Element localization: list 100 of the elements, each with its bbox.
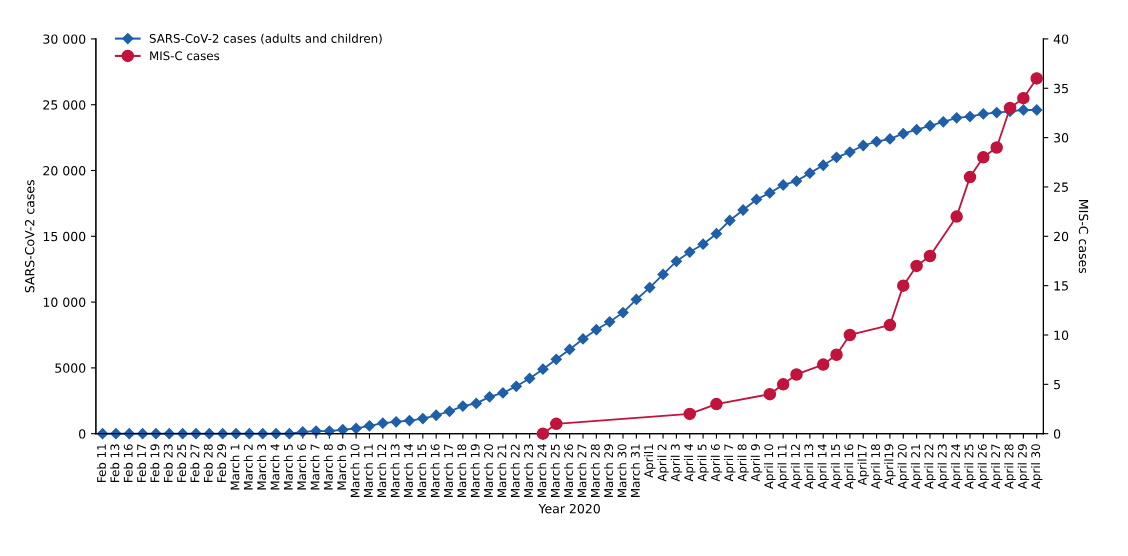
y-tick-label: 25 000 — [43, 100, 86, 110]
y-tick-label: 5000 — [55, 363, 86, 373]
x-tick-label: March 4 — [270, 444, 280, 490]
x-tick-label: Feb 13 — [110, 444, 120, 482]
point — [1030, 72, 1043, 85]
x-tick-label: April 6 — [710, 444, 723, 482]
x-tick-label: March 19 — [470, 444, 480, 497]
x-tick-label: March 21 — [497, 444, 507, 497]
x-tick-label: April19 — [884, 444, 896, 486]
legend-label: SARS-CoV-2 cases (adults and children) — [149, 33, 382, 45]
x-tick-label: April 21 — [910, 444, 923, 490]
x-tick-label: April 30 — [1031, 444, 1043, 490]
point — [790, 368, 803, 381]
x-tick-label: April 9 — [750, 444, 763, 482]
x-tick-label: April 2 — [657, 444, 669, 482]
point — [883, 318, 897, 332]
x-tick-label: April 14 — [817, 444, 829, 490]
x-tick-label: Feb 17 — [136, 444, 147, 482]
point — [1003, 101, 1017, 115]
y-tick-label: 15 000 — [43, 231, 86, 242]
x-tick-label: March 3 — [256, 444, 267, 490]
x-tick-label: Feb 23 — [163, 444, 173, 482]
point — [683, 407, 696, 421]
x-tick-label: April 5 — [697, 444, 709, 482]
x-tick-label: March 17 — [443, 444, 453, 497]
x-axis-title: Year 2020 — [538, 503, 600, 514]
x-tick-label: April 7 — [724, 444, 736, 482]
point — [816, 358, 830, 371]
point — [536, 427, 550, 440]
x-tick-label: Feb 27 — [190, 444, 200, 482]
x-tick-label: April 27 — [990, 444, 1003, 490]
x-tick-label: April 23 — [937, 444, 950, 490]
x-tick-label: March 6 — [297, 444, 307, 490]
y2-tick-label: 5 — [1054, 379, 1060, 390]
x-tick-label: March 26 — [563, 444, 574, 497]
x-tick-label: April 22 — [924, 444, 936, 490]
x-tick-label: March 27 — [577, 444, 587, 497]
point — [710, 397, 723, 411]
x-tick-label: April 3 — [670, 444, 683, 482]
x-tick-label: April 15 — [830, 444, 843, 490]
x-tick-label: March 9 — [337, 444, 347, 490]
x-tick-label: April 8 — [737, 444, 749, 482]
x-tick-label: March 28 — [590, 444, 600, 497]
x-tick-label: March 22 — [510, 444, 520, 497]
x-tick-label: Feb 25 — [176, 444, 187, 482]
x-tick-label: March 15 — [417, 444, 427, 497]
x-tick-label: April1 — [644, 444, 656, 478]
x-tick-label: March 20 — [483, 444, 493, 497]
x-tick-label: Feb 11 — [96, 444, 106, 482]
y2-axis-title: MIS-C cases — [1078, 200, 1089, 274]
point — [950, 210, 963, 223]
x-tick-label: April 20 — [897, 444, 909, 490]
x-tick-label: March 13 — [390, 444, 400, 497]
x-tick-label: March 23 — [523, 444, 534, 497]
x-tick-label: April17 — [857, 444, 869, 486]
x-tick-label: April 28 — [1004, 444, 1016, 490]
point — [843, 328, 857, 342]
x-tick-label: March 24 — [537, 444, 547, 497]
point — [963, 170, 977, 184]
x-tick-label: March 14 — [403, 444, 413, 497]
point — [990, 141, 1003, 154]
point — [910, 259, 923, 273]
x-tick-label: April 26 — [977, 444, 990, 490]
x-tick-label: Feb 19 — [150, 444, 160, 482]
point — [830, 348, 843, 361]
x-tick-label: April 13 — [804, 444, 816, 490]
x-tick-label: March 8 — [323, 444, 333, 490]
x-tick-label: March 5 — [283, 444, 293, 490]
x-tick-label: April 16 — [844, 444, 856, 490]
x-tick-label: April 11 — [777, 444, 789, 490]
y2-tick-label: 35 — [1054, 83, 1068, 94]
x-tick-label: Feb 28 — [203, 444, 213, 482]
legend-label: MIS-C cases — [150, 51, 220, 61]
x-tick-label: April 4 — [684, 444, 696, 482]
x-tick-label: April 10 — [764, 444, 776, 490]
y-tick-label: 10 000 — [43, 297, 86, 308]
x-tick-label: Feb 29 — [216, 444, 227, 482]
x-tick-label: April 18 — [870, 444, 883, 490]
y2-tick-label: 20 — [1054, 231, 1069, 242]
y-tick-label: 0 — [79, 429, 86, 439]
point — [1017, 91, 1030, 105]
x-tick-label: April 12 — [790, 444, 803, 490]
y2-tick-label: 40 — [1053, 34, 1069, 44]
y2-tick-label: 30 — [1054, 133, 1069, 143]
x-tick-label: March 1 — [230, 444, 240, 490]
x-tick-label: April 29 — [1017, 444, 1030, 490]
point — [776, 378, 790, 391]
x-tick-label: March 11 — [363, 444, 373, 497]
x-tick-label: April 25 — [964, 444, 976, 490]
y2-tick-label: 10 — [1054, 330, 1069, 340]
x-tick-label: March 7 — [310, 444, 320, 490]
y-axis-title: SARS-CoV-2 cases — [24, 180, 35, 293]
y2-tick-label: 25 — [1054, 182, 1068, 192]
point — [897, 279, 910, 292]
x-tick-label: March 10 — [350, 444, 360, 497]
x-tick-label: March 30 — [617, 444, 627, 497]
x-tick-label: March 2 — [243, 444, 253, 490]
x-tick-label: March 16 — [430, 444, 440, 497]
y2-tick-label: 15 — [1054, 281, 1068, 291]
x-tick-label: Feb 16 — [123, 444, 133, 482]
